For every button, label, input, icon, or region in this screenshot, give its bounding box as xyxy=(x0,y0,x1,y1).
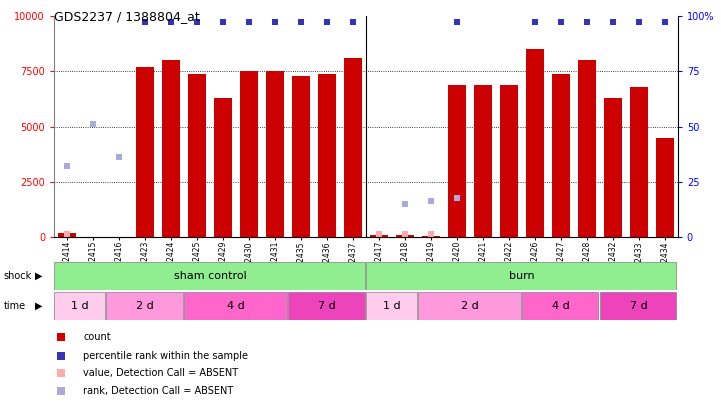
Text: burn: burn xyxy=(509,271,535,281)
Bar xyxy=(162,60,180,237)
Bar xyxy=(629,87,648,237)
Bar xyxy=(366,292,417,320)
Bar xyxy=(600,292,676,320)
Bar xyxy=(366,262,676,290)
Bar xyxy=(54,262,365,290)
Bar xyxy=(370,235,388,237)
Bar xyxy=(240,71,258,237)
Text: 1 d: 1 d xyxy=(71,301,89,311)
Text: 7 d: 7 d xyxy=(630,301,647,311)
Bar xyxy=(448,85,466,237)
Bar xyxy=(396,235,414,237)
Bar xyxy=(184,292,287,320)
Text: GDS2237 / 1388804_at: GDS2237 / 1388804_at xyxy=(54,10,200,23)
Text: count: count xyxy=(83,332,111,342)
Text: rank, Detection Call = ABSENT: rank, Detection Call = ABSENT xyxy=(83,386,234,396)
Text: 7 d: 7 d xyxy=(318,301,336,311)
Text: ▶: ▶ xyxy=(35,271,42,281)
Bar xyxy=(522,292,598,320)
Bar xyxy=(292,76,310,237)
Bar xyxy=(500,85,518,237)
Text: 2 d: 2 d xyxy=(461,301,479,311)
Bar xyxy=(58,232,76,237)
Text: time: time xyxy=(4,301,26,311)
Bar xyxy=(54,292,105,320)
Bar xyxy=(655,138,674,237)
Bar xyxy=(603,98,622,237)
Text: sham control: sham control xyxy=(174,271,247,281)
Bar xyxy=(288,292,365,320)
Text: 2 d: 2 d xyxy=(136,301,154,311)
Text: percentile rank within the sample: percentile rank within the sample xyxy=(83,351,248,361)
Bar xyxy=(422,236,440,237)
Text: 1 d: 1 d xyxy=(383,301,401,311)
Text: ▶: ▶ xyxy=(35,301,42,311)
Bar xyxy=(318,74,336,237)
Bar xyxy=(188,74,206,237)
Bar xyxy=(418,292,521,320)
Bar xyxy=(214,98,232,237)
Bar xyxy=(474,85,492,237)
Bar xyxy=(136,67,154,237)
Bar xyxy=(266,71,284,237)
Bar xyxy=(552,74,570,237)
Text: shock: shock xyxy=(4,271,32,281)
Bar xyxy=(106,292,182,320)
Text: 4 d: 4 d xyxy=(552,301,570,311)
Bar xyxy=(526,49,544,237)
Text: value, Detection Call = ABSENT: value, Detection Call = ABSENT xyxy=(83,368,239,378)
Text: 4 d: 4 d xyxy=(227,301,245,311)
Bar xyxy=(578,60,596,237)
Bar xyxy=(344,58,362,237)
